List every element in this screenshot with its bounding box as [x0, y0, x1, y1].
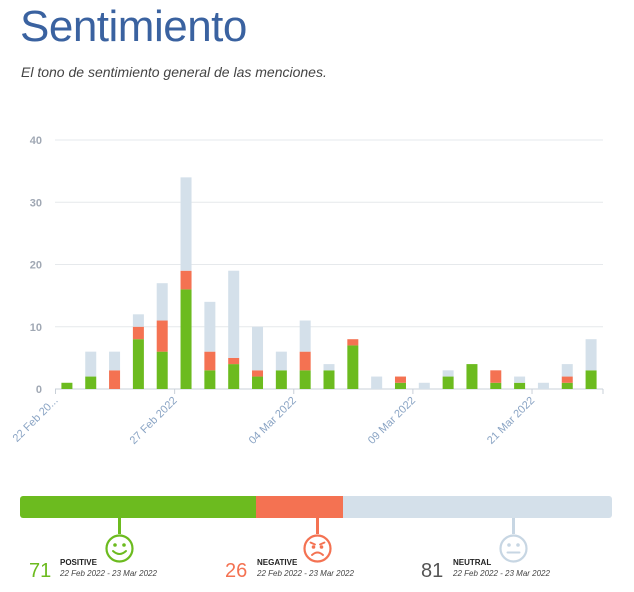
negative-segment	[256, 496, 343, 518]
y-tick-label: 0	[36, 384, 42, 396]
negative-bar	[109, 370, 121, 389]
y-tick-label: 40	[30, 135, 42, 147]
x-tick-label: 27 Feb 2022	[128, 395, 180, 447]
x-tick-label: 21 Mar 2022	[485, 395, 537, 447]
positive-bar	[394, 382, 406, 389]
angry-face-icon	[303, 534, 332, 563]
x-tick-label: 22 Feb 20...	[11, 395, 61, 445]
neutral-bar	[323, 364, 335, 371]
positive-bar	[585, 370, 597, 389]
positive-bar	[347, 345, 359, 389]
positive-bar	[180, 289, 192, 389]
neutral-bar	[204, 301, 216, 352]
neutral-date-range: 22 Feb 2022 - 23 Mar 2022	[453, 569, 550, 578]
positive-bar	[490, 382, 502, 389]
negative-bar	[180, 270, 192, 290]
neutral-bar	[585, 339, 597, 371]
y-tick-label: 10	[30, 322, 42, 334]
neutral-bar	[228, 270, 240, 358]
positive-bar	[299, 370, 311, 389]
y-tick-label: 20	[30, 260, 42, 272]
positive-date-range: 22 Feb 2022 - 23 Mar 2022	[60, 569, 157, 578]
negative-date-range: 22 Feb 2022 - 23 Mar 2022	[257, 569, 354, 578]
neutral-bar	[418, 382, 430, 389]
negative-bar	[561, 376, 573, 383]
sentiment-bar-chart: 0 10 20 30 40 22 Feb 20... 27 Feb 2022 04 Mar 2…	[11, 135, 604, 447]
positive-bar	[204, 370, 216, 389]
neutral-bar	[85, 351, 97, 377]
neutral-pointer	[512, 518, 515, 534]
negative-pointer	[316, 518, 319, 534]
neutral-bar	[442, 370, 454, 377]
x-tick-label: 09 Mar 2022	[366, 395, 418, 447]
positive-label: POSITIVE	[60, 558, 97, 567]
positive-bar	[85, 376, 97, 389]
neutral-bar	[299, 320, 311, 352]
neutral-bar	[180, 177, 192, 271]
negative-bar	[394, 376, 406, 383]
positive-bar	[156, 351, 168, 389]
page-subtitle: El tono de sentimiento general de las me…	[21, 64, 327, 80]
smile-icon	[105, 534, 134, 563]
negative-bar	[299, 351, 311, 371]
positive-pointer	[118, 518, 121, 534]
positive-bar	[132, 339, 144, 389]
positive-bar	[275, 370, 287, 389]
neutral-bar	[156, 283, 168, 321]
positive-bar	[61, 382, 73, 389]
neutral-bar	[561, 364, 573, 377]
neutral-bar	[537, 382, 549, 389]
neutral-bar	[371, 376, 383, 389]
negative-label: NEGATIVE	[257, 558, 298, 567]
positive-bar	[323, 370, 335, 389]
sentiment-proportion-bar	[20, 496, 612, 518]
page-title: Sentimiento	[20, 2, 247, 51]
positive-bar	[442, 376, 454, 389]
neutral-bar	[132, 314, 144, 327]
neutral-bar	[109, 351, 121, 371]
neutral-bar	[252, 326, 264, 371]
y-tick-label: 30	[30, 197, 42, 209]
x-tick-label: 04 Mar 2022	[247, 395, 299, 447]
negative-bar	[204, 351, 216, 371]
positive-segment	[20, 496, 257, 518]
neutral-label: NEUTRAL	[453, 558, 492, 567]
neutral-face-icon	[499, 534, 528, 563]
negative-bar	[347, 339, 359, 346]
neutral-bar	[275, 351, 287, 371]
negative-bar	[132, 326, 144, 340]
negative-bar	[490, 370, 502, 383]
positive-bar	[228, 364, 240, 389]
positive-bar	[252, 376, 264, 389]
negative-count: 26	[225, 560, 248, 582]
positive-bar	[561, 382, 573, 389]
negative-bar	[156, 320, 168, 352]
negative-bar	[252, 370, 264, 377]
positive-bar	[466, 364, 478, 389]
neutral-bar	[514, 376, 526, 383]
negative-bar	[228, 357, 240, 365]
positive-bar	[514, 382, 526, 389]
neutral-count: 81	[421, 560, 444, 582]
neutral-segment	[342, 496, 612, 518]
positive-count: 71	[29, 560, 52, 582]
